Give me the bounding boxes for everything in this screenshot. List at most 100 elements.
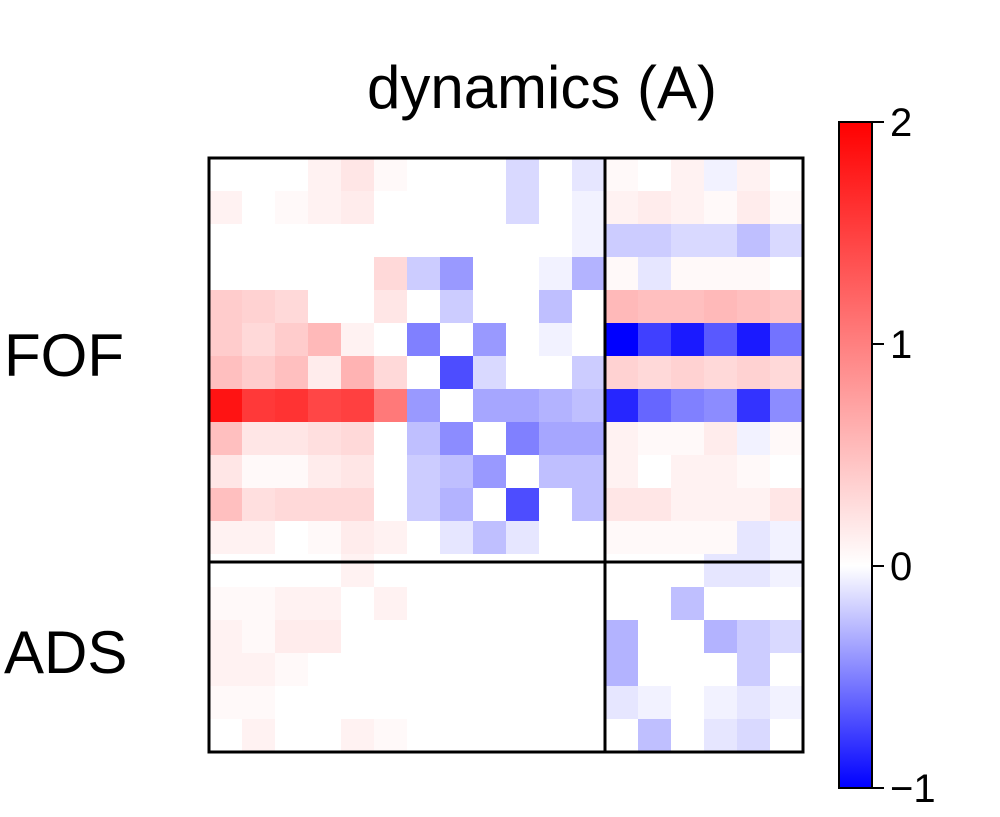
heatmap-cell: [539, 224, 573, 258]
heatmap-cell: [341, 224, 375, 258]
heatmap-cell: [770, 455, 804, 489]
heatmap-cell: [242, 389, 276, 423]
heatmap-cell: [506, 191, 540, 225]
heatmap-cell: [572, 191, 606, 225]
heatmap-cell: [341, 356, 375, 390]
heatmap-cell: [737, 224, 771, 258]
heatmap-cell: [572, 290, 606, 324]
heatmap-cell: [638, 653, 672, 687]
heatmap-cell: [275, 257, 309, 291]
heatmap-cell: [704, 587, 738, 621]
heatmap-cell: [671, 389, 705, 423]
heatmap-cell: [704, 620, 738, 654]
heatmap-cell: [506, 389, 540, 423]
heatmap-cell: [737, 521, 771, 555]
heatmap-cell: [275, 653, 309, 687]
heatmap-cell: [341, 653, 375, 687]
heatmap-cell: [539, 587, 573, 621]
row-group-label: FOF: [4, 322, 124, 389]
heatmap-cell: [605, 323, 639, 357]
heatmap-cell: [308, 686, 342, 720]
heatmap-cell: [275, 554, 309, 588]
heatmap-cell: [308, 521, 342, 555]
heatmap-cell: [770, 323, 804, 357]
heatmap-cell: [605, 257, 639, 291]
heatmap-cell: [638, 422, 672, 456]
heatmap-cell: [539, 488, 573, 522]
heatmap-cell: [473, 488, 507, 522]
heatmap-cell: [275, 389, 309, 423]
heatmap-cell: [572, 719, 606, 753]
heatmap-cell: [341, 191, 375, 225]
heatmap-cell: [407, 158, 441, 192]
heatmap-cell: [374, 653, 408, 687]
heatmap-cell: [407, 521, 441, 555]
heatmap-cell: [704, 323, 738, 357]
heatmap-cell: [572, 389, 606, 423]
heatmap-cell: [704, 191, 738, 225]
heatmap-cell: [209, 719, 243, 753]
heatmap-cell: [638, 290, 672, 324]
heatmap-cell: [440, 290, 474, 324]
heatmap-cell: [440, 455, 474, 489]
heatmap-cell: [308, 323, 342, 357]
heatmap-cell: [275, 290, 309, 324]
heatmap-cell: [572, 587, 606, 621]
heatmap-cell: [572, 224, 606, 258]
heatmap-cell: [407, 356, 441, 390]
heatmap-cell: [671, 422, 705, 456]
colorbar-ticks: 2 1 0 −1: [872, 101, 936, 811]
heatmap-cell: [539, 554, 573, 588]
heatmap-cell: [737, 323, 771, 357]
heatmap-cell: [374, 389, 408, 423]
heatmap-cell: [407, 389, 441, 423]
heatmap-cell: [506, 620, 540, 654]
heatmap-cell: [275, 422, 309, 456]
row-group-label: ADS: [4, 619, 127, 686]
heatmap-cell: [374, 290, 408, 324]
heatmap-cell: [341, 323, 375, 357]
heatmap-cell: [341, 521, 375, 555]
heatmap-cell: [242, 719, 276, 753]
heatmap-cell: [638, 620, 672, 654]
heatmap-cell: [308, 257, 342, 291]
heatmap-cell: [671, 356, 705, 390]
heatmap-cell: [275, 158, 309, 192]
heatmap-cell: [209, 521, 243, 555]
heatmap-cell: [440, 158, 474, 192]
heatmap-cell: [638, 356, 672, 390]
colorbar: [838, 121, 873, 789]
heatmap-cell: [638, 719, 672, 753]
colorbar-tick-label: 1: [890, 323, 912, 367]
heatmap-cell: [539, 422, 573, 456]
heatmap-cell: [638, 587, 672, 621]
heatmap-cell: [242, 290, 276, 324]
heatmap-cell: [308, 422, 342, 456]
heatmap-cell: [374, 587, 408, 621]
heatmap-cell: [539, 356, 573, 390]
heatmap-cell: [374, 686, 408, 720]
heatmap-cell: [506, 323, 540, 357]
heatmap-cell: [539, 653, 573, 687]
heatmap-cell: [671, 290, 705, 324]
heatmap-cell: [770, 290, 804, 324]
heatmap-cell: [638, 686, 672, 720]
heatmap-cell: [209, 488, 243, 522]
heatmap-cell: [275, 224, 309, 258]
heatmap-cell: [605, 356, 639, 390]
heatmap-cell: [374, 521, 408, 555]
heatmap-cell: [407, 422, 441, 456]
heatmap-cell: [737, 191, 771, 225]
heatmap-cell: [704, 257, 738, 291]
heatmap-cell: [605, 719, 639, 753]
heatmap-cell: [341, 389, 375, 423]
heatmap-cell: [440, 356, 474, 390]
heatmap-cell: [341, 290, 375, 324]
heatmap-cell: [407, 686, 441, 720]
heatmap-cell: [440, 620, 474, 654]
heatmap-cell: [638, 554, 672, 588]
heatmap-cell: [506, 686, 540, 720]
heatmap-cell: [737, 422, 771, 456]
heatmap-cell: [638, 455, 672, 489]
heatmap-cell: [704, 290, 738, 324]
